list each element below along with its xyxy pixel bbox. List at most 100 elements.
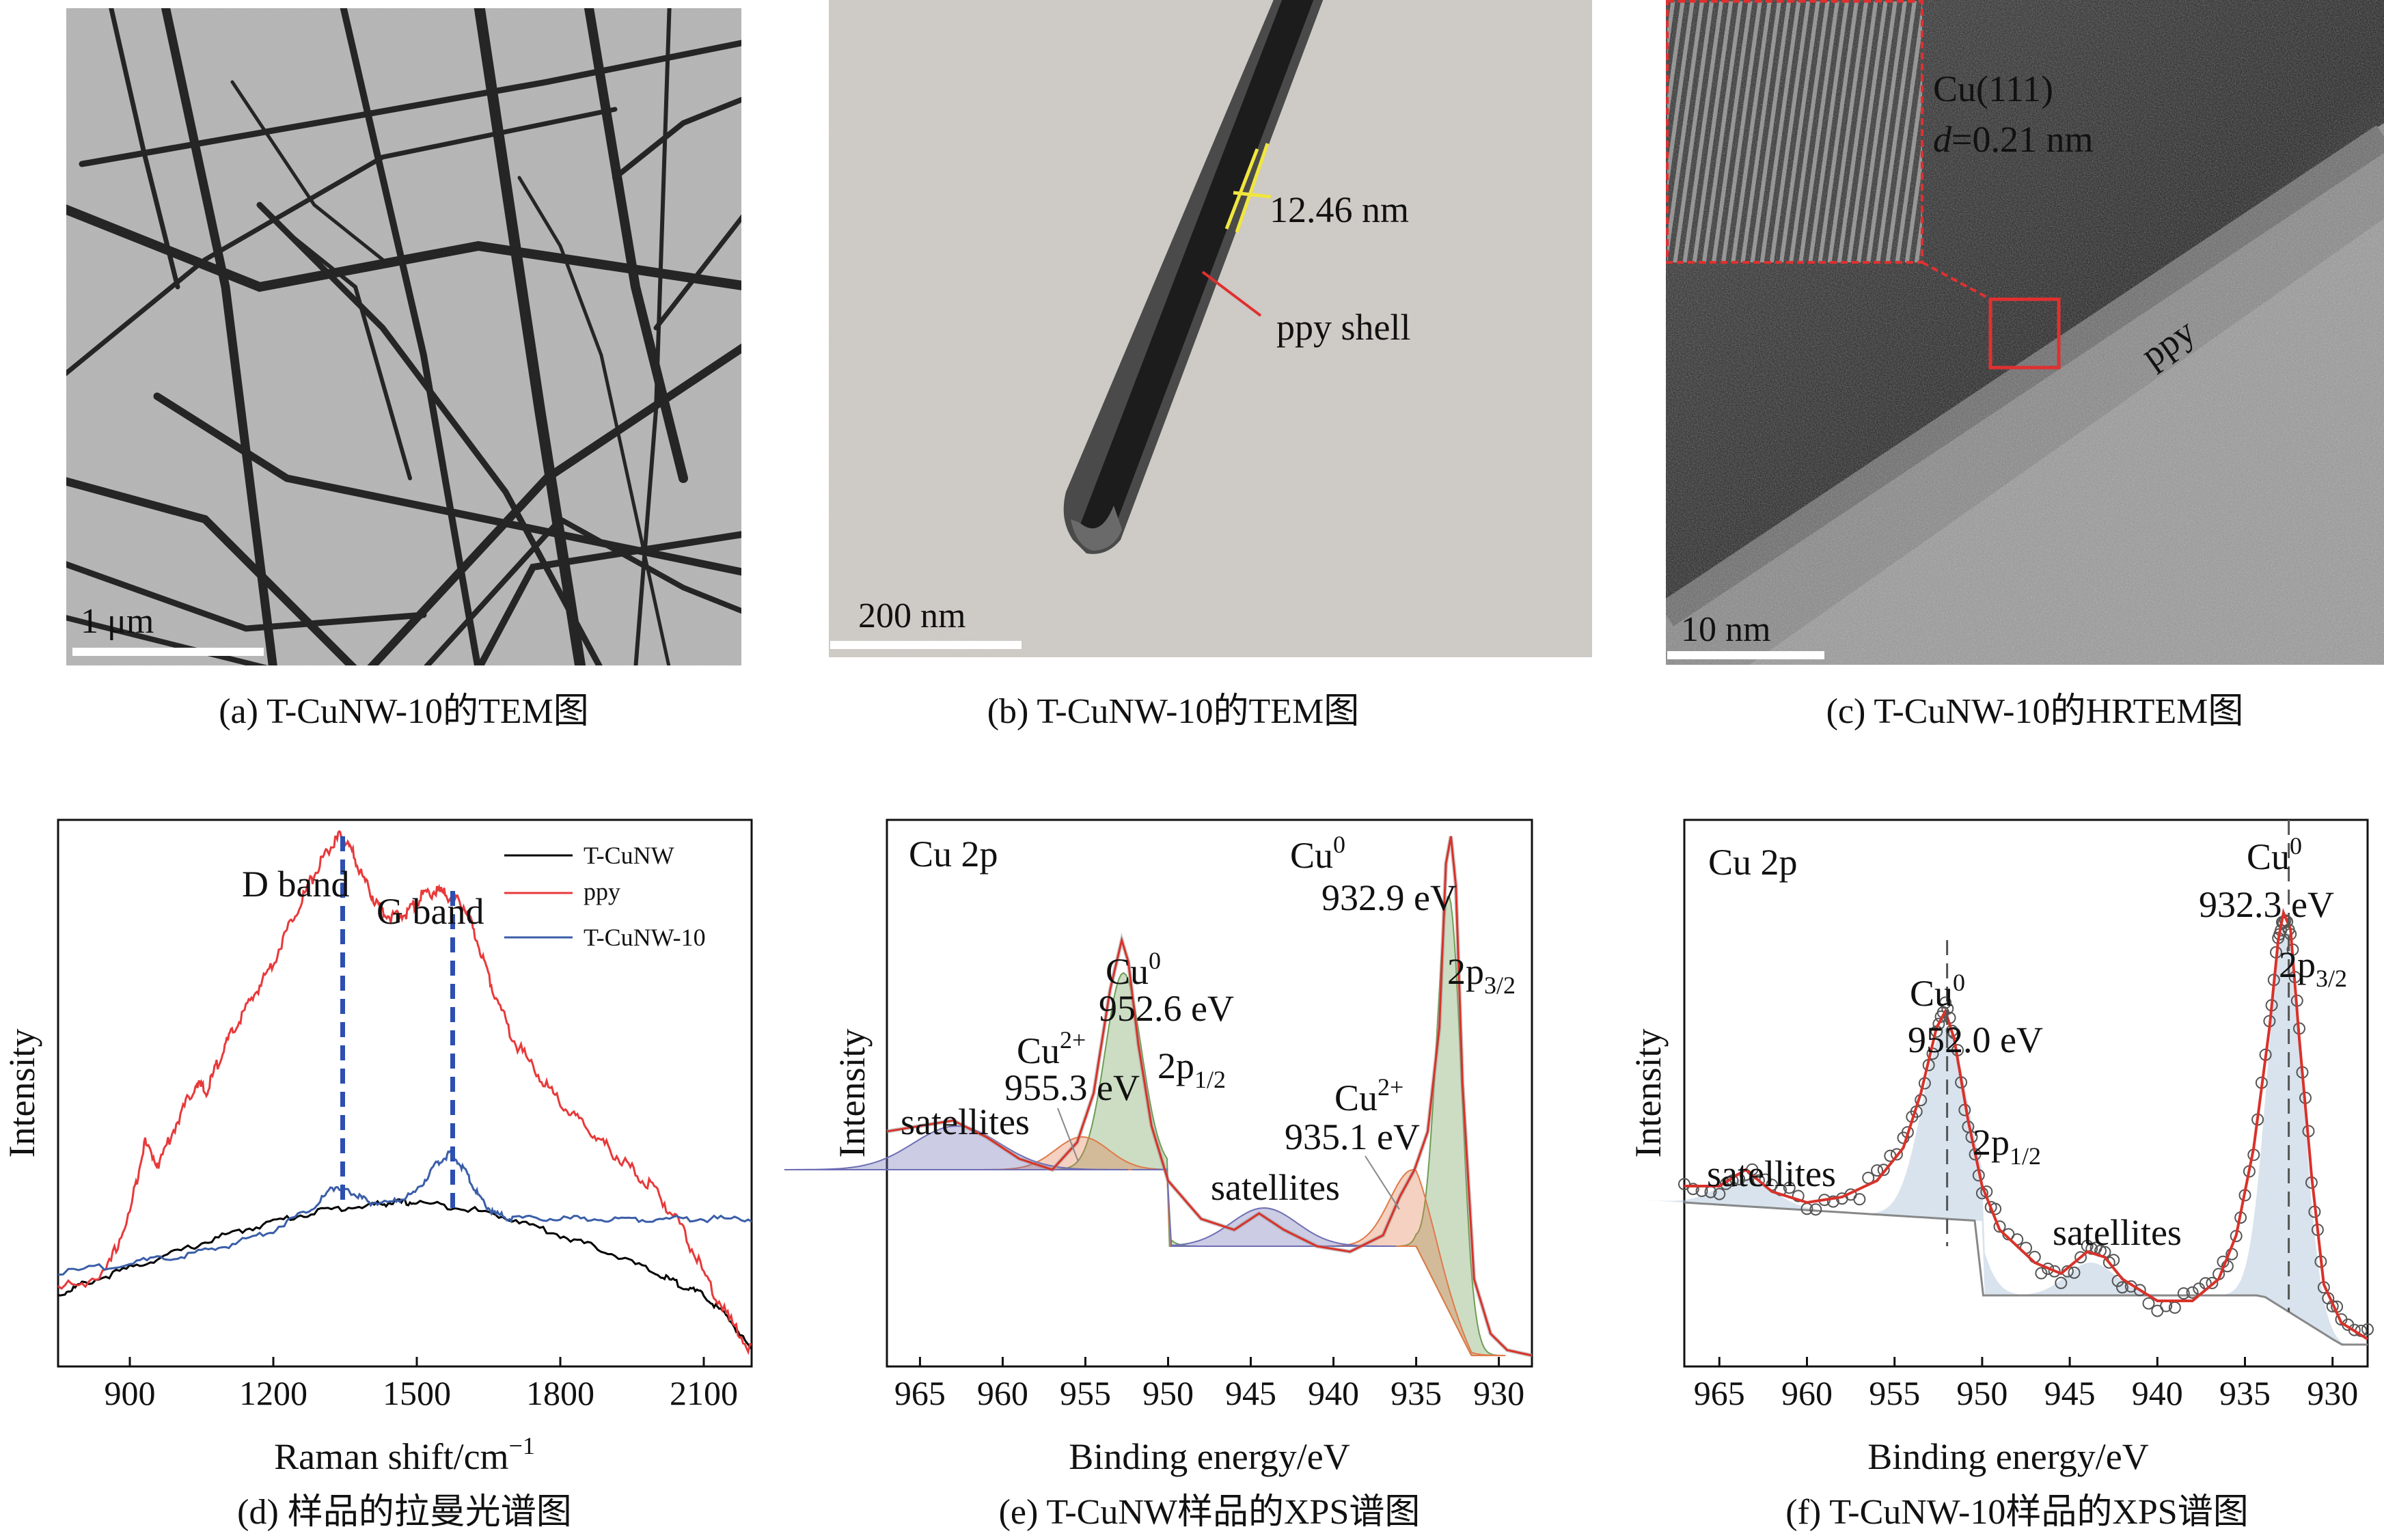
cu2-right-ev: 935.1 eV (1285, 1116, 1420, 1157)
data-point (2186, 1286, 2199, 1299)
x-tick-label: 960 (977, 1374, 1028, 1412)
selection-box (1988, 297, 2061, 370)
fit-component (1854, 1027, 2037, 1295)
d-band-label: D band (242, 864, 349, 905)
corner-label: Cu 2p (1708, 842, 1798, 883)
panel-a: 1 μm (a) T-CuNW-10的TEM图 (66, 8, 741, 731)
x-tick-label: 955 (1869, 1374, 1920, 1412)
satellites-left-label: satellites (901, 1101, 1030, 1142)
panel-c: Cu(111) d=0.21 nm ppy 10 nm (c) T-CuNW-1… (1666, 0, 2384, 731)
data-point (2042, 1263, 2055, 1275)
satellites-right-label: satellites (2053, 1212, 2182, 1253)
x-tick-label: 930 (1473, 1374, 1524, 1412)
panel-f-caption: (f) T-CuNW-10样品的XPS谱图 (1785, 1493, 2248, 1532)
satellites-right-label: satellites (1211, 1167, 1340, 1208)
data-point (1713, 1187, 1726, 1200)
p12-label: 2p1/2 (1973, 1122, 2041, 1170)
series-group (886, 836, 1533, 1358)
data-point (1753, 1174, 1765, 1187)
data-point (1871, 1164, 1884, 1177)
fit-component (784, 1125, 1129, 1170)
cu0-top-label: Cu0 (1290, 831, 1345, 876)
scale-bar-label: 200 nm (858, 596, 965, 635)
fit-component (1132, 1168, 1397, 1247)
fitted-envelope-line (886, 836, 1533, 1357)
x-tick-label: 945 (2044, 1374, 2096, 1412)
data-point (2133, 1284, 2146, 1297)
x-tick-label: 900 (105, 1374, 156, 1412)
panel-e: 965 960 955 950 945 940 935 930 Cu 2p Cu0 932.9… (784, 819, 1533, 1532)
x-tick-label: 960 (1781, 1374, 1833, 1412)
satellites-left-label: satellites (1707, 1153, 1836, 1194)
data-point (1945, 1024, 1958, 1037)
plot-frame (1683, 819, 2369, 1368)
scale-bar-label: 10 nm (1681, 610, 1770, 649)
data-point (1853, 1193, 1866, 1206)
data-point (2206, 1276, 2219, 1289)
p32-label: 2p3/2 (2279, 944, 2347, 992)
shell-label: ppy shell (1276, 307, 1411, 348)
x-axis-label: Binding energy/eV (1069, 1436, 1349, 1477)
panel-d-caption: (d) 样品的拉曼光谱图 (237, 1493, 572, 1532)
cu0-top-ev: 932.9 eV (1321, 877, 1457, 918)
tick-group: 965 960 955 950 945 940 935 930 (1694, 1357, 2358, 1412)
fit-components (1633, 926, 2368, 1346)
data-point (1783, 1181, 1796, 1194)
data-point (1993, 1220, 2006, 1233)
data-point (2048, 1265, 2061, 1278)
thickness-marker (1224, 143, 1272, 233)
data-point (2142, 1297, 2155, 1310)
panel-b-caption: (b) T-CuNW-10的TEM图 (987, 692, 1360, 731)
data-point (1877, 1164, 1890, 1177)
x-tick-label: 930 (2307, 1374, 2358, 1412)
scale-bar (1667, 651, 1824, 659)
nanowire (1063, 0, 1324, 554)
tick-group: 900 1200 1500 1800 2100 (105, 1357, 738, 1412)
shell-pointer (1201, 271, 1262, 317)
cu0-mid-ev: 952.6 eV (1099, 988, 1234, 1029)
data-point (1932, 1017, 1945, 1030)
x-tick-label: 950 (1142, 1374, 1194, 1412)
series-group (57, 829, 752, 1356)
x-tick-label: 940 (2132, 1374, 2183, 1412)
x-axis-label: Raman shift/cm−1 (274, 1432, 535, 1477)
legend: T-CuNW ppy T-CuNW-10 (504, 842, 706, 951)
scale-bar-label: 1 μm (81, 602, 154, 641)
cu0-right-ev: 932.3 eV (2199, 884, 2334, 925)
data-point (2074, 1251, 2087, 1264)
x-tick-label: 965 (894, 1374, 946, 1412)
cu2-left-ev: 955.3 eV (1004, 1067, 1140, 1108)
series-line-t-cunw (57, 1198, 752, 1349)
fitted-envelope-line (1684, 907, 2369, 1340)
data-point (1686, 1183, 1699, 1196)
plot-frame (57, 819, 753, 1368)
data-point (1989, 1202, 2002, 1215)
data-point (2361, 1323, 2374, 1336)
legend-label-t-cunw: T-CuNW (584, 842, 674, 869)
x-tick-label: 955 (1060, 1374, 1111, 1412)
x-tick-label: 965 (1694, 1374, 1745, 1412)
panel-e-caption: (e) T-CuNW样品的XPS谱图 (999, 1493, 1421, 1532)
d-spacing-label: d=0.21 nm (1933, 119, 2093, 160)
scale-bar (830, 641, 1022, 649)
x-axis-label: Binding energy/eV (1867, 1436, 2148, 1477)
tick-group: 965 960 955 950 945 940 935 930 (894, 1357, 1524, 1412)
cu0-mid-label: Cu0 (1106, 947, 1161, 992)
x-tick-label: 1500 (383, 1374, 451, 1412)
p32-label: 2p3/2 (1447, 951, 1516, 999)
cu2-right-label: Cu2+ (1334, 1073, 1403, 1118)
series-line-ppy (57, 829, 752, 1356)
data-point (2035, 1267, 2048, 1280)
legend-label-ppy: ppy (584, 878, 620, 905)
legend-label-t-cunw-10: T-CuNW-10 (584, 924, 706, 951)
data-point (1809, 1203, 1822, 1216)
scale-bar (72, 648, 264, 656)
fit-component (1633, 1179, 1858, 1213)
data-point (2068, 1266, 2081, 1279)
x-tick-label: 1200 (239, 1374, 307, 1412)
cu0-right-label: Cu0 (2247, 832, 2302, 877)
x-tick-label: 935 (2219, 1374, 2271, 1412)
x-tick-label: 945 (1225, 1374, 1276, 1412)
data-point (1890, 1148, 1903, 1161)
